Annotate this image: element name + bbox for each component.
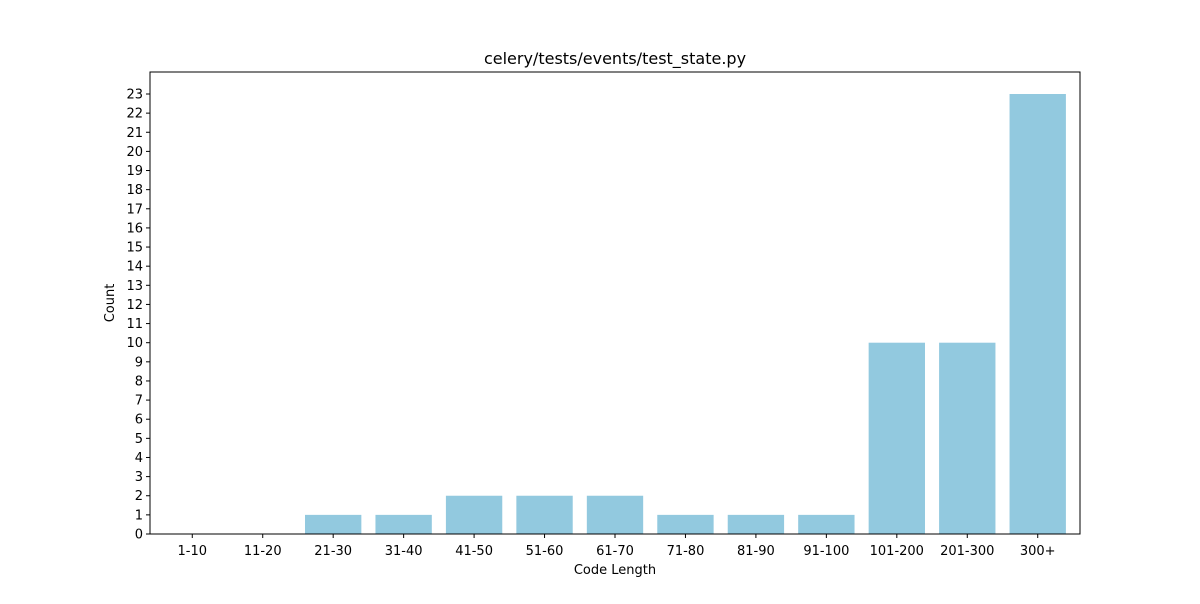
bar-61-70 [586, 495, 644, 534]
bar-91-100 [798, 514, 855, 534]
bar-300+ [1009, 94, 1066, 534]
y-tick-label: 15 [126, 241, 143, 256]
bar-41-50 [445, 495, 503, 534]
x-axis-title: Code Length [574, 563, 656, 578]
bar-71-80 [657, 514, 714, 534]
y-tick-label: 12 [126, 298, 143, 313]
y-tick-label: 18 [126, 183, 143, 198]
y-tick-label: 2 [135, 489, 143, 504]
y-tick-label: 13 [126, 279, 143, 294]
y-tick-label: 19 [126, 164, 143, 179]
y-tick-label: 16 [126, 221, 143, 236]
y-tick-label: 7 [135, 394, 143, 409]
bar-51-60 [516, 495, 573, 534]
bar-81-90 [727, 514, 785, 534]
x-tick-label: 81-90 [737, 544, 775, 559]
x-tick-label: 51-60 [526, 544, 564, 559]
bars-group [305, 94, 1066, 534]
x-tick-label: 201-300 [940, 544, 994, 559]
y-tick-label: 9 [135, 355, 143, 370]
y-tick-label: 10 [126, 336, 143, 351]
x-tick-label: 1-10 [178, 544, 208, 559]
bar-31-40 [375, 514, 432, 534]
x-tick-label: 11-20 [244, 544, 282, 559]
y-tick-label: 5 [135, 432, 143, 447]
y-tick-label: 1 [135, 508, 143, 523]
x-tick-label: 71-80 [667, 544, 705, 559]
x-tick-label: 31-40 [385, 544, 423, 559]
x-tick-label: 91-100 [803, 544, 849, 559]
chart-title: celery/tests/events/test_state.py [484, 49, 746, 69]
y-tick-label: 14 [126, 260, 143, 275]
y-tick-label: 17 [126, 202, 143, 217]
x-tick-label: 41-50 [455, 544, 493, 559]
y-tick-label: 6 [135, 413, 143, 428]
bar-101-200 [868, 342, 925, 534]
x-tick-label: 61-70 [596, 544, 634, 559]
y-tick-label: 3 [135, 470, 143, 485]
bar-201-300 [939, 342, 996, 534]
bar-21-30 [305, 514, 362, 534]
y-tick-label: 4 [135, 451, 143, 466]
plot-area-frame [149, 71, 1081, 535]
y-tick-label: 20 [126, 145, 143, 160]
x-tick-label: 101-200 [870, 544, 924, 559]
x-tick-label: 300+ [1020, 544, 1056, 559]
y-tick-label: 11 [126, 317, 143, 332]
y-tick-label: 22 [126, 107, 143, 122]
x-axis: 1-10 11-20 21-30 31-40 41-50 51-60 61-70 71-80 8… [178, 534, 1056, 559]
y-tick-label: 8 [135, 374, 143, 389]
y-tick-label: 23 [126, 88, 143, 103]
x-tick-label: 21-30 [314, 544, 352, 559]
y-tick-label: 0 [135, 528, 143, 543]
y-tick-label: 21 [126, 126, 143, 141]
y-axis-title: Count [103, 284, 118, 323]
